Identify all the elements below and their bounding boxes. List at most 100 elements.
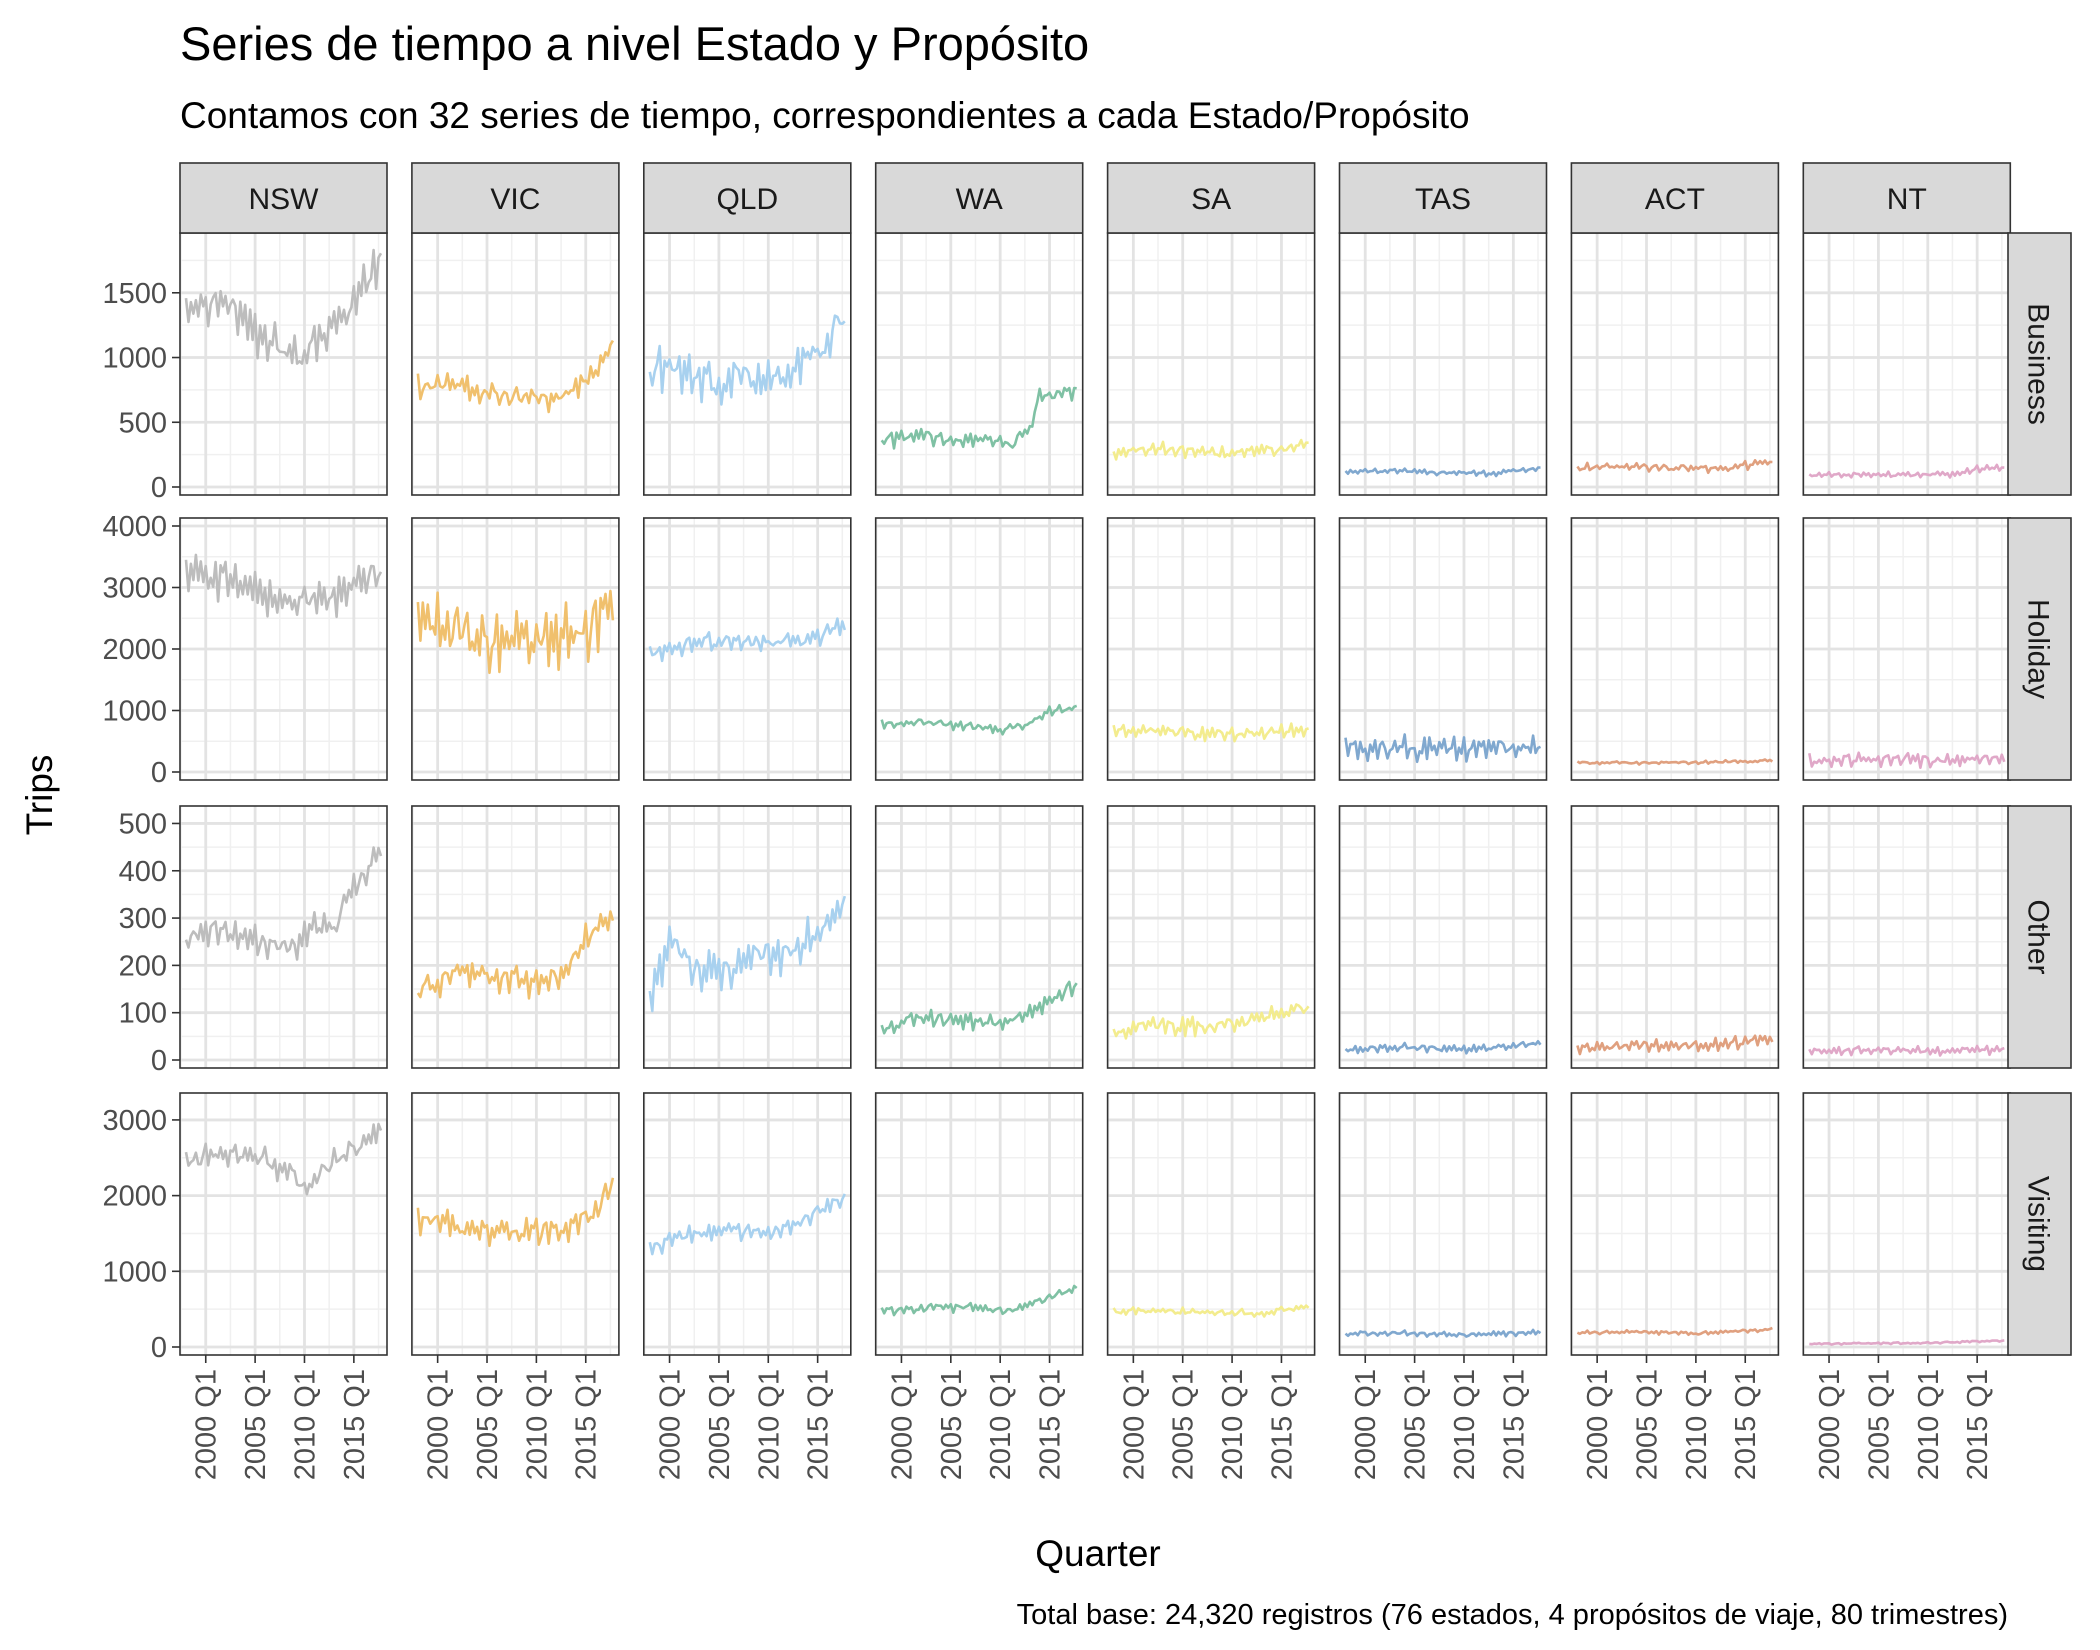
- column-strip-label: NSW: [249, 183, 320, 216]
- x-tick-label: 2010 Q1: [753, 1369, 785, 1480]
- series-line-nsw-visiting: [184, 1122, 383, 1196]
- panel-wa-business: [874, 232, 1084, 496]
- column-strip-label: QLD: [716, 183, 778, 216]
- series-line-nt-business: [1808, 463, 2005, 479]
- panel-border: [1338, 517, 1548, 781]
- series-line-nt-other: [1808, 1044, 2005, 1057]
- panel-sa-visiting: [1106, 1092, 1316, 1356]
- series-line-tas-visiting: [1344, 1328, 1542, 1338]
- y-axis-visiting: 0 1000 2000 3000: [102, 1105, 180, 1364]
- x-tick-label: 2015 Q1: [339, 1369, 371, 1480]
- panel-act-visiting: [1570, 1092, 1780, 1356]
- panel-tas-visiting: [1338, 1092, 1548, 1356]
- x-tick-label: 2005 Q1: [240, 1369, 272, 1480]
- panel-background: [1571, 806, 1779, 1068]
- series-line-tas-business: [1344, 466, 1541, 478]
- series-line-sa-visiting: [1112, 1304, 1310, 1318]
- column-strip-label: SA: [1191, 183, 1231, 216]
- column-strip-sa: SA: [1106, 162, 1316, 234]
- panel-background: [643, 233, 851, 495]
- series-line-act-other: [1576, 1034, 1774, 1056]
- panel-qld-visiting: [642, 1092, 852, 1356]
- y-tick-label: 500: [119, 407, 167, 439]
- row-strips: Business Holiday Other Visiting: [2007, 232, 2072, 1356]
- y-tick-label: 500: [119, 808, 167, 840]
- panel-background: [180, 1093, 387, 1355]
- panel-wa-holiday: [874, 517, 1084, 781]
- panel-border: [179, 1092, 388, 1356]
- series-line-wa-business: [880, 386, 1077, 450]
- x-axis-sa: 2000 Q1 2005 Q1 2010 Q1 2015 Q1: [1118, 1355, 1298, 1480]
- panel-background: [875, 806, 1083, 1068]
- panel-background: [1571, 233, 1779, 495]
- column-strip-label: TAS: [1415, 183, 1471, 216]
- x-tick-label: 2000 Q1: [423, 1369, 455, 1480]
- strip-background: [1570, 162, 1780, 234]
- x-tick-label: 2005 Q1: [1168, 1369, 1200, 1480]
- panel-sa-other: [1106, 805, 1316, 1069]
- panel-border: [642, 517, 852, 781]
- panel-vic-holiday: [411, 517, 620, 781]
- x-tick-label: 2010 Q1: [1681, 1369, 1713, 1480]
- x-tick-label: 2010 Q1: [289, 1369, 321, 1480]
- panel-nt-other: [1802, 805, 2012, 1069]
- panel-nt-business: [1802, 232, 2012, 496]
- row-strip-label: Other: [2022, 899, 2055, 974]
- row-strip-visiting: Visiting: [2007, 1092, 2072, 1356]
- x-axis-vic: 2000 Q1 2005 Q1 2010 Q1 2015 Q1: [423, 1355, 603, 1480]
- y-axes: 0500100015000100020003000400001002003004…: [102, 278, 180, 1364]
- x-tick-label: 2005 Q1: [936, 1369, 968, 1480]
- x-tick-label: 2015 Q1: [1730, 1369, 1762, 1480]
- panel-background: [1107, 233, 1315, 495]
- row-strip-holiday: Holiday: [2007, 517, 2072, 781]
- panel-border: [642, 1092, 852, 1356]
- panel-border: [874, 517, 1084, 781]
- x-tick-label: 2015 Q1: [1266, 1369, 1298, 1480]
- panel-border: [1338, 1092, 1548, 1356]
- row-strip-label: Business: [2022, 303, 2055, 425]
- x-tick-label: 2000 Q1: [1350, 1369, 1382, 1480]
- y-tick-label: 0: [151, 1332, 167, 1364]
- series-line-wa-other: [880, 980, 1078, 1035]
- series-line-sa-holiday: [1112, 722, 1309, 743]
- x-tick-label: 2000 Q1: [1582, 1369, 1614, 1480]
- strip-background: [2007, 517, 2072, 781]
- panel-vic-business: [411, 232, 620, 496]
- y-tick-label: 4000: [102, 511, 167, 543]
- panel-tas-other: [1338, 805, 1548, 1069]
- panel-tas-holiday: [1338, 517, 1548, 781]
- x-tick-label: 2000 Q1: [1814, 1369, 1846, 1480]
- panel-background: [1107, 806, 1315, 1068]
- series-line-wa-visiting: [880, 1284, 1078, 1317]
- strip-background: [2007, 232, 2072, 496]
- y-tick-label: 400: [119, 856, 167, 888]
- strip-background: [874, 162, 1084, 234]
- panel-background: [411, 1093, 619, 1355]
- panel-nsw-visiting: [179, 1092, 388, 1356]
- x-tick-label: 2005 Q1: [1863, 1369, 1895, 1480]
- series-line-sa-other: [1112, 1003, 1310, 1040]
- panel-border: [1570, 805, 1780, 1069]
- panel-nsw-other: [179, 805, 388, 1069]
- x-tick-label: 2015 Q1: [1498, 1369, 1530, 1480]
- y-tick-label: 3000: [102, 573, 167, 605]
- panel-vic-visiting: [411, 1092, 620, 1356]
- column-strip-tas: TAS: [1338, 162, 1548, 234]
- y-tick-label: 1000: [102, 696, 167, 728]
- x-tick-label: 2000 Q1: [1118, 1369, 1150, 1480]
- panel-border: [411, 517, 620, 781]
- panel-background: [411, 233, 619, 495]
- panel-border: [1106, 805, 1316, 1069]
- x-tick-label: 2015 Q1: [571, 1369, 603, 1480]
- column-strip-label: ACT: [1645, 183, 1705, 216]
- column-strips: NSW VIC QLD WA SA TAS ACT NT: [179, 162, 2012, 234]
- panel-border: [411, 805, 620, 1069]
- series-line-nt-holiday: [1808, 751, 2006, 769]
- panel-border: [411, 1092, 620, 1356]
- panel-border: [874, 1092, 1084, 1356]
- x-tick-label: 2010 Q1: [521, 1369, 553, 1480]
- panel-act-business: [1570, 232, 1780, 496]
- x-tick-label: 2005 Q1: [704, 1369, 736, 1480]
- chart-subtitle: Contamos con 32 series de tiempo, corres…: [180, 95, 1470, 136]
- panel-act-other: [1570, 805, 1780, 1069]
